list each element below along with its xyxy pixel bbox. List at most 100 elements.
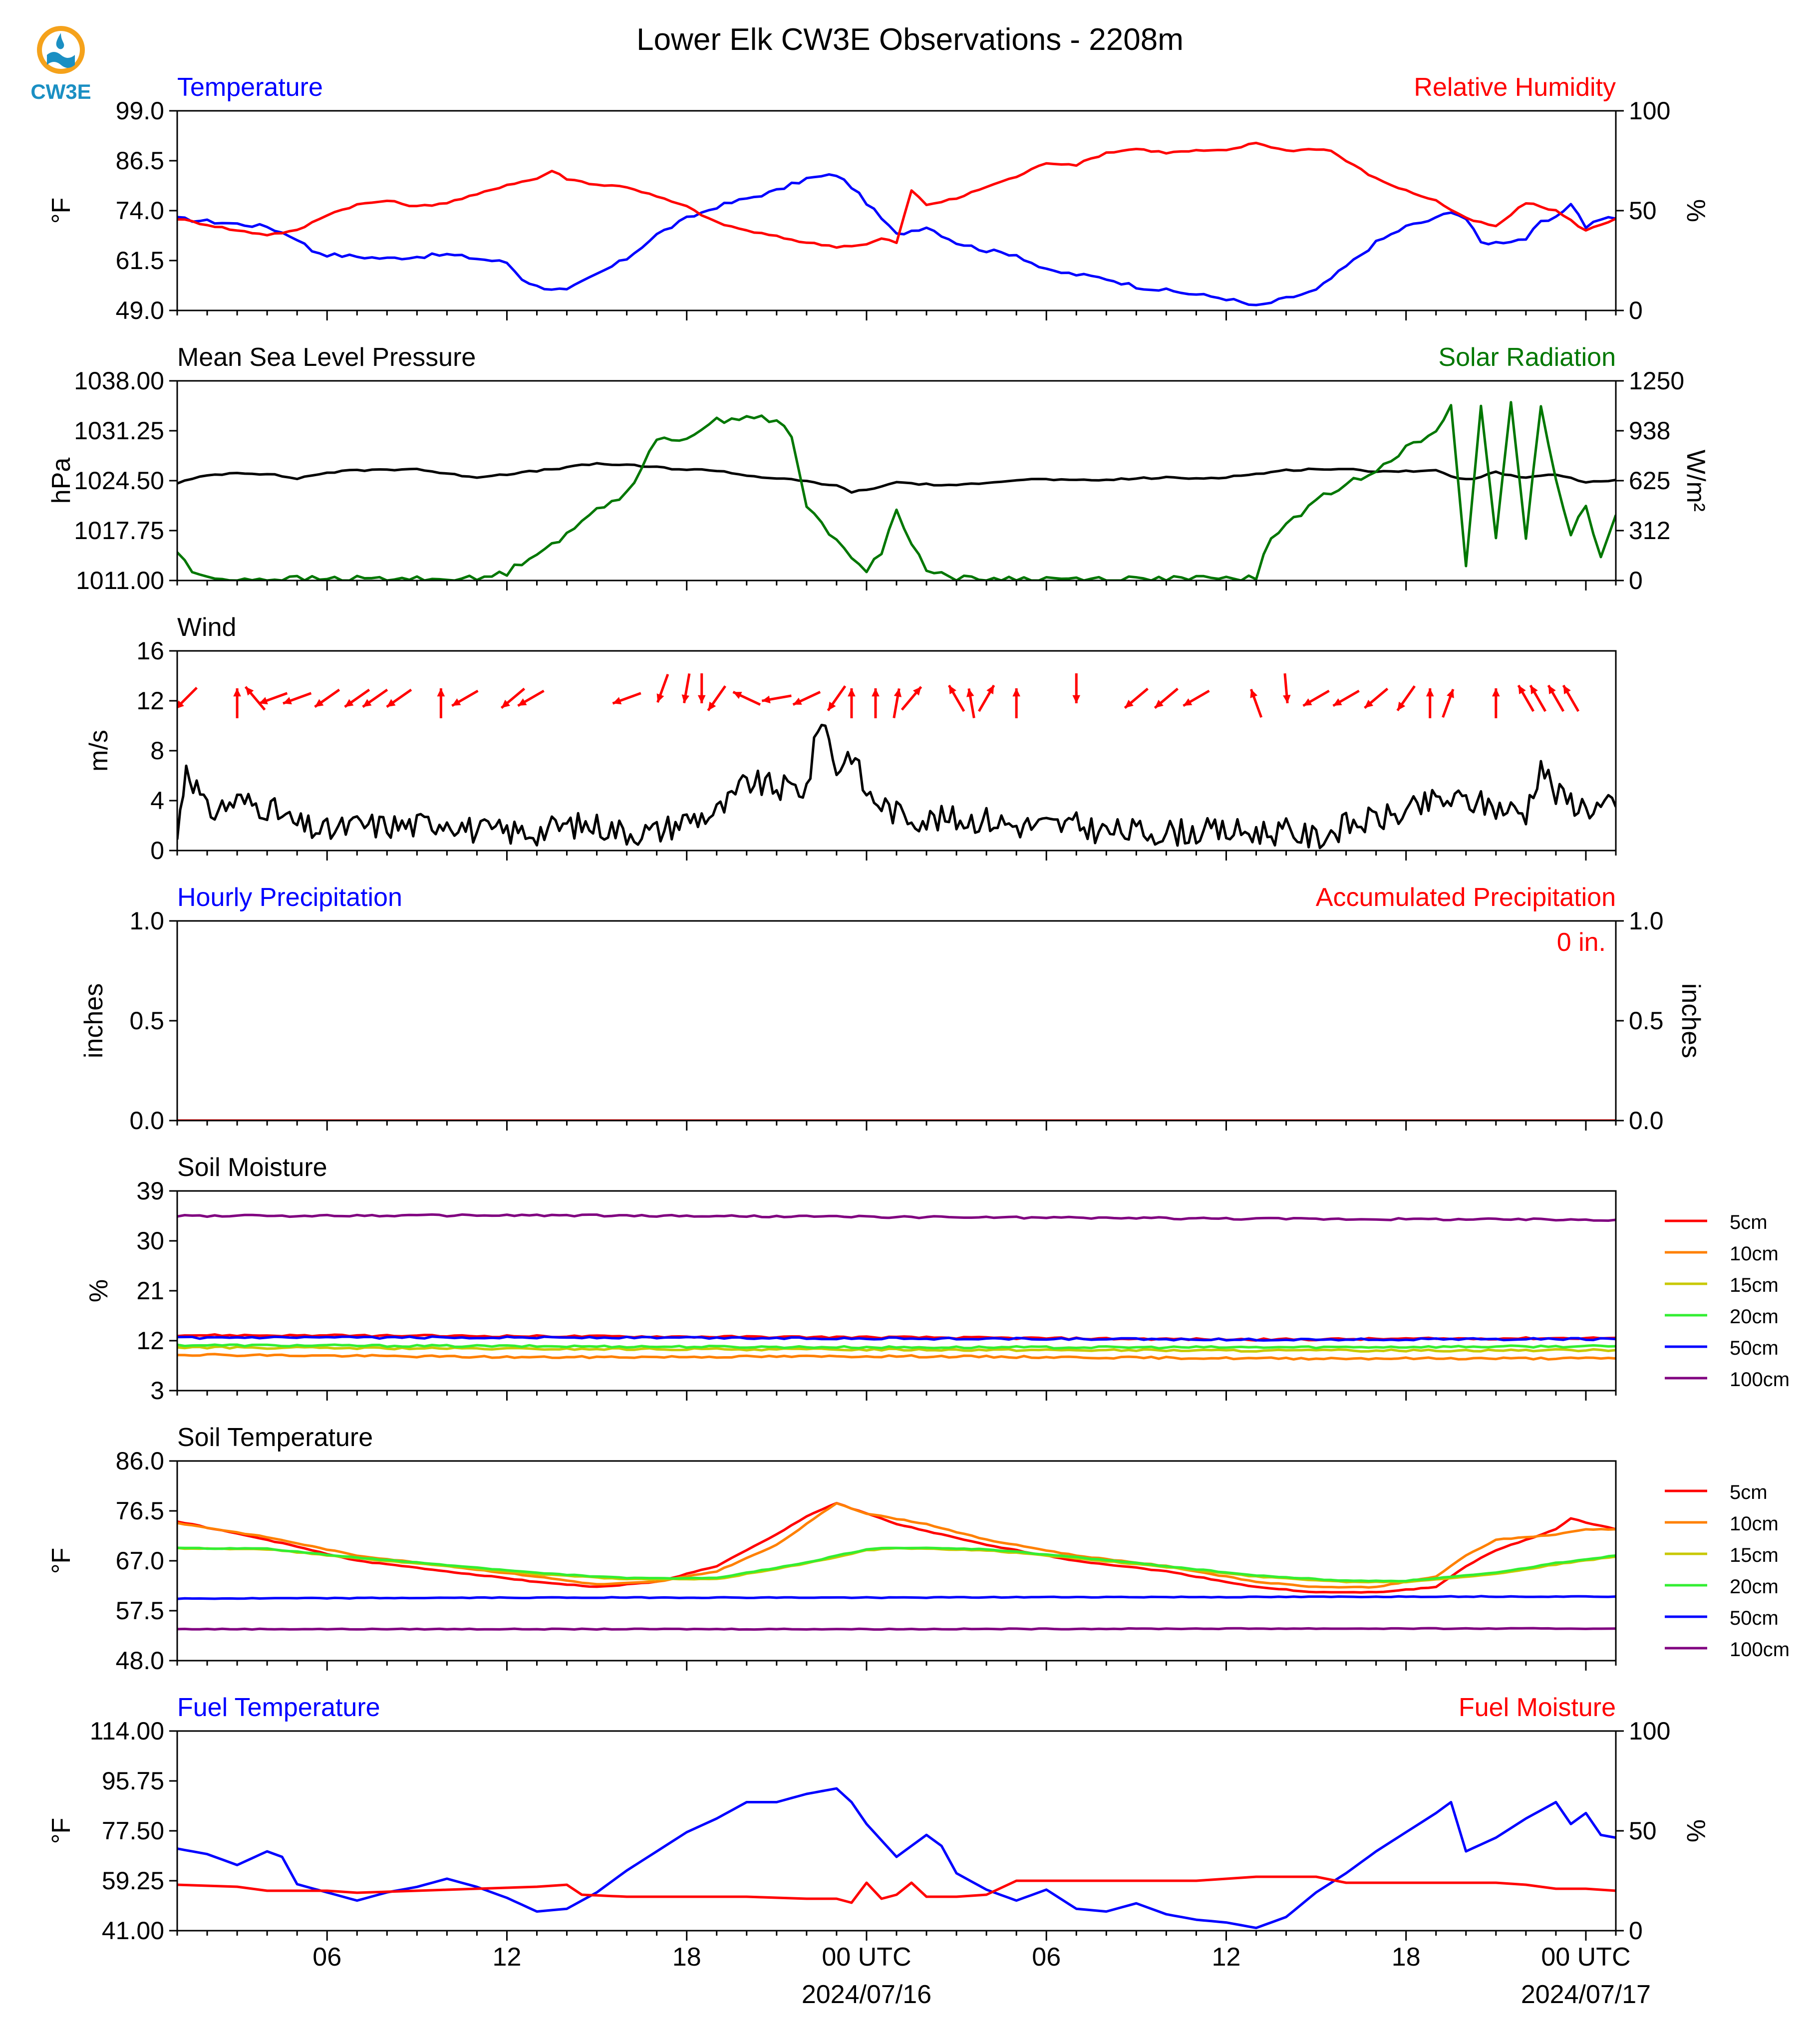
y-tick-label-right: 0 [1629, 1917, 1643, 1945]
y-tick-label-left: 12 [136, 1327, 164, 1355]
y-tick-label-right: 0.5 [1629, 1007, 1664, 1035]
panel-title-left: Wind [177, 613, 236, 642]
wind-arrow-head [283, 697, 292, 705]
legend-label: 5cm [1730, 1481, 1768, 1503]
plot-frame [176, 650, 1617, 852]
y-tick-label-left: 30 [136, 1227, 164, 1255]
legend-label: 50cm [1730, 1607, 1779, 1629]
x-date-label: 2024/07/17 [1521, 1980, 1651, 2009]
y-tick-label-left: 0 [150, 837, 164, 865]
plot-area [177, 1213, 1616, 1361]
y-tick-label-left: 39 [136, 1177, 164, 1205]
wind-arrow-head [1155, 699, 1164, 708]
panel-precip: Hourly Precipitation Accumulated Precipit… [79, 883, 1705, 1135]
wind-arrow-head [386, 699, 396, 707]
plot-frame [176, 920, 1617, 1122]
logo-text: CW3E [30, 80, 91, 103]
wind-arrow-head [1012, 688, 1020, 697]
series-20cm [177, 1343, 1616, 1350]
panel-title-right: Accumulated Precipitation [1316, 883, 1616, 912]
chart-title: Lower Elk CW3E Observations - 2208m [636, 22, 1184, 57]
series-15cm [177, 1345, 1616, 1353]
y-tick-label-left: 95.75 [102, 1767, 164, 1795]
series-100cm [177, 1627, 1616, 1631]
wind-arrow-head [1447, 689, 1454, 698]
y-tick-label-left: 0.0 [129, 1107, 164, 1135]
y-tick-label-right: 938 [1629, 417, 1670, 445]
wind-arrow-head [872, 688, 880, 697]
series-10cm [177, 1502, 1616, 1589]
panel-pressure_solar: Mean Sea Level Pressure Solar Radiation 10… [47, 343, 1710, 594]
y-axis-label-right: W/m² [1681, 450, 1710, 512]
y-tick-label-left: 114.00 [90, 1717, 164, 1745]
y-tick-label-left: 0.5 [129, 1007, 164, 1035]
panel-title-left: Temperature [177, 73, 323, 102]
y-axis-label-right: % [1681, 1819, 1710, 1842]
y-tick-label-left: 86.5 [116, 147, 164, 175]
wind-arrow-head [233, 688, 241, 697]
cw3e-logo: CW3E [25, 19, 115, 104]
y-axis-label-left: m/s [84, 730, 113, 772]
y-axis-label-left: hPa [47, 458, 76, 504]
series-50cm [177, 1335, 1616, 1342]
y-tick-label-left: 67.0 [116, 1547, 164, 1575]
wind-arrow-head [1333, 698, 1342, 706]
y-tick-label-right: 50 [1629, 197, 1657, 225]
cw3e-logo-mark: CW3E [30, 26, 91, 103]
y-tick-label-left: 1024.50 [74, 467, 164, 495]
logo-wave [47, 52, 75, 68]
wind-arrow-head [1125, 699, 1134, 708]
plot-area [177, 141, 1616, 306]
series-fuel-moisture [177, 1875, 1616, 1904]
y-tick-label-left: 41.00 [102, 1917, 164, 1945]
plot-area [177, 1787, 1616, 1929]
wind-arrow-head [1530, 685, 1538, 694]
wind-arrow-head [1072, 695, 1081, 703]
wind-arrow-head [1183, 698, 1193, 706]
wind-arrow-head [452, 698, 461, 706]
x-tick-label: 18 [1392, 1943, 1421, 1972]
y-tick-label-left: 1038.00 [74, 367, 164, 395]
plot-frame [176, 1190, 1617, 1392]
plot-frame [176, 1460, 1617, 1662]
panel-title-left: Fuel Temperature [177, 1693, 380, 1722]
panel-title-left: Mean Sea Level Pressure [177, 343, 476, 372]
y-tick-label-right: 1250 [1629, 367, 1684, 395]
x-tick-label: 12 [1212, 1943, 1241, 1972]
wind-arrow-head [1282, 695, 1291, 703]
panels: Temperature Relative Humidity 99.0 86.5 74.0… [47, 73, 1790, 1945]
wind-arrow-head [362, 699, 372, 707]
y-tick-label-right: 50 [1629, 1817, 1657, 1845]
wind-arrow-head [1303, 698, 1312, 706]
wind-arrow-head [1364, 699, 1374, 708]
y-tick-label-right: 1.0 [1629, 907, 1664, 935]
legend-label: 15cm [1730, 1274, 1779, 1296]
legend-label: 100cm [1730, 1639, 1790, 1661]
wind-arrow-head [986, 685, 994, 694]
y-tick-label-left: 77.50 [102, 1817, 164, 1845]
wind-arrow-head [697, 695, 706, 703]
wind-arrow-head [344, 699, 354, 707]
legend-label: 50cm [1730, 1337, 1779, 1359]
y-tick-label-left: 99.0 [116, 97, 164, 125]
y-tick-label-right: 100 [1629, 1717, 1670, 1745]
x-tick-label: 12 [493, 1943, 522, 1972]
y-tick-label-left: 86.0 [116, 1447, 164, 1475]
y-tick-label-left: 4 [150, 787, 164, 815]
y-axis-label-right: inches [1676, 983, 1705, 1058]
series-temperature [177, 173, 1616, 306]
panel-title-left: Hourly Precipitation [177, 883, 402, 912]
wind-arrow-head [501, 699, 510, 708]
y-tick-label-left: 61.5 [116, 247, 164, 275]
y-tick-label-left: 49.0 [116, 296, 164, 324]
y-tick-label-left: 21 [136, 1277, 164, 1305]
y-tick-label-left: 8 [150, 737, 164, 765]
y-tick-label-left: 1031.25 [74, 417, 164, 445]
wind-arrow-head [848, 688, 856, 697]
series-solar-radiation [177, 401, 1616, 580]
y-axis-label-left: °F [47, 198, 76, 224]
panel-title-left: Soil Temperature [177, 1423, 373, 1452]
wind-arrow-head [793, 697, 802, 705]
y-tick-label-right: 100 [1629, 97, 1670, 125]
